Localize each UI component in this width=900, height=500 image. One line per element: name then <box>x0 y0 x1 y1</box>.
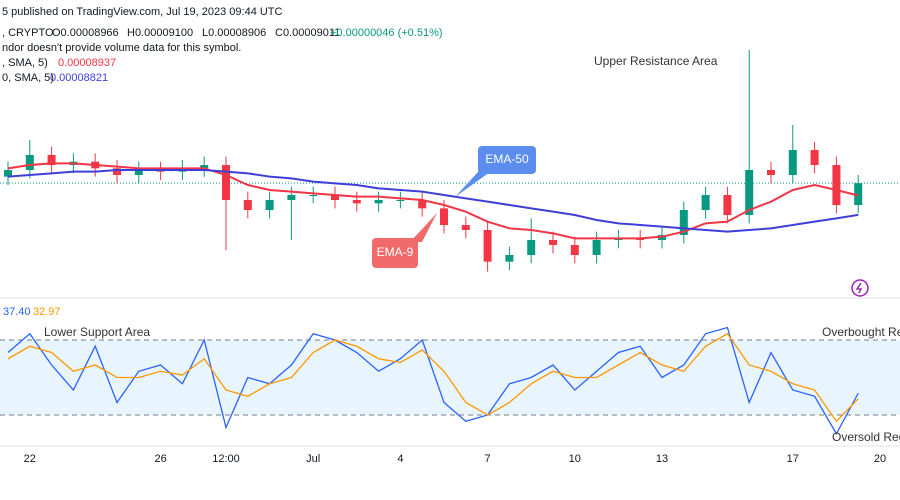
candle-body <box>47 155 56 165</box>
candle-body <box>679 210 688 235</box>
candle-body <box>331 195 339 200</box>
ema-fast-value: 0.00008937 <box>58 57 116 69</box>
ohlc-change: +0.00000046 (+0.51%) <box>330 27 443 39</box>
candle-body <box>200 165 209 169</box>
candle-body <box>854 183 863 205</box>
candle-body <box>810 150 819 165</box>
candle-body <box>4 170 12 177</box>
x-tick-label: Jul <box>306 453 320 465</box>
stoch-d-value: 32.97 <box>33 306 61 318</box>
annotation: Upper Resistance Area <box>594 54 718 68</box>
candle-body <box>745 170 754 215</box>
candle-body <box>25 155 34 170</box>
x-tick-label: 10 <box>569 453 581 465</box>
x-tick-label: 13 <box>656 453 668 465</box>
candle-body <box>222 165 230 200</box>
candle-body <box>767 170 775 175</box>
candle-body <box>265 200 274 210</box>
candle-body <box>527 240 536 255</box>
volume-note: ndor doesn't provide volume data for thi… <box>2 42 241 54</box>
plot: 22 26 12:00 Jul 4 7 10 13 17 20 <box>0 50 900 465</box>
band <box>0 340 900 415</box>
annotation: Overbought Reg <box>822 325 900 339</box>
ema-fast-label: , SMA, 5) <box>2 57 48 69</box>
ohlc-close: C0.00009011 <box>275 27 340 39</box>
candle-body <box>352 200 361 204</box>
candle-body <box>134 170 143 175</box>
candle-body <box>461 225 470 230</box>
x-tick-label: 26 <box>154 453 166 465</box>
candle-body <box>287 195 296 200</box>
candle-body <box>505 255 514 262</box>
published-note: 5 published on TradingView.com, Jul 19, … <box>2 6 283 18</box>
callout-label: EMA-50 <box>485 152 529 166</box>
annotation: Lower Support Area <box>44 325 150 339</box>
candle-body <box>374 200 383 204</box>
candle-body <box>701 195 710 210</box>
symbol-exchange: , CRYPTO <box>2 27 54 39</box>
ohlc-low: L0.00008906 <box>202 27 266 39</box>
ema-9-callout: EMA-9 <box>372 213 437 268</box>
candle-body <box>723 195 732 215</box>
ohlc-high: H0.00009100 <box>127 27 193 39</box>
ema-50-callout: EMA-50 <box>455 146 536 197</box>
line <box>7 332 859 423</box>
line <box>7 162 859 240</box>
ohlc-open: O0.00008966 <box>52 27 119 39</box>
ema-slow-value: 0.00008821 <box>50 72 108 84</box>
candle-body <box>418 200 427 209</box>
symbol-line: , CRYPTO O0.00008966 H0.00009100 L0.0000… <box>2 27 443 39</box>
candle-body <box>549 240 557 245</box>
line <box>7 169 859 233</box>
candle-body <box>396 200 405 201</box>
candle-body <box>309 195 318 196</box>
x-tick-label: 4 <box>397 453 403 465</box>
x-tick-label: 7 <box>485 453 491 465</box>
x-tick-label: 12:00 <box>212 453 240 465</box>
candle-body <box>570 245 579 255</box>
x-tick-label: 17 <box>787 453 799 465</box>
annotation: Oversold Reg <box>832 430 900 444</box>
stoch-k-value: 37.40 <box>3 306 31 318</box>
candle-body <box>592 240 601 255</box>
callout-label: EMA-9 <box>377 245 414 259</box>
line <box>7 326 859 436</box>
x-tick-label: 20 <box>874 453 886 465</box>
candle-body <box>440 208 448 225</box>
candle-body <box>243 200 252 210</box>
ema-slow-label: 0, SMA, 5) <box>2 72 54 84</box>
candle-body <box>483 230 492 262</box>
candle-body <box>788 150 797 175</box>
alert-icon <box>851 279 869 297</box>
candle-body <box>832 165 841 205</box>
x-tick-label: 22 <box>24 453 36 465</box>
candle-body <box>113 168 121 175</box>
